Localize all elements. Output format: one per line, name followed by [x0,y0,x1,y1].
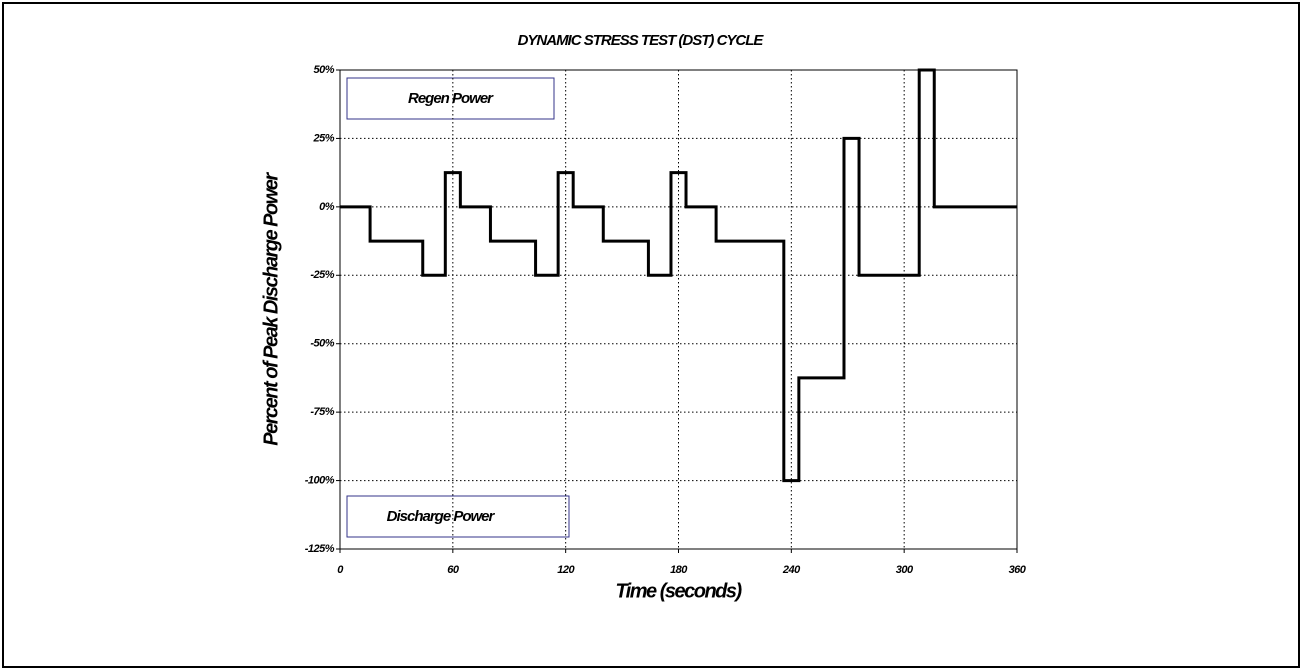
annotation-box [346,77,555,120]
x-tick-label: 60 [447,564,460,576]
y-tick-label: -25% [310,269,334,281]
y-tick-label: -125% [305,543,335,555]
x-tick-label: 120 [557,564,575,576]
data-line [340,68,1017,483]
x-tick-label: 300 [896,564,914,576]
y-tick-label: 25% [312,132,334,144]
x-tick-label: 0 [337,564,344,576]
annotation: Discharge Power [387,508,496,525]
x-tick-label: 360 [1009,564,1027,576]
y-tick-label: 50% [313,64,334,76]
x-axis-label: Time (seconds) [615,580,742,602]
x-tick-label: 240 [782,564,801,576]
x-tick-label: 180 [670,564,688,576]
y-tick-label: -50% [310,338,334,350]
chart-title: DYNAMIC STRESS TEST (DST) CYCLE [518,32,765,49]
y-axis-label: Percent of Peak Discharge Power [260,172,282,446]
y-tick-label: -100% [305,474,335,486]
annotation-box [346,495,570,538]
y-tick-label: 0% [319,201,335,213]
y-tick-label: -75% [310,406,334,418]
annotation: Regen Power [408,90,494,107]
plot-frame [339,69,1018,550]
